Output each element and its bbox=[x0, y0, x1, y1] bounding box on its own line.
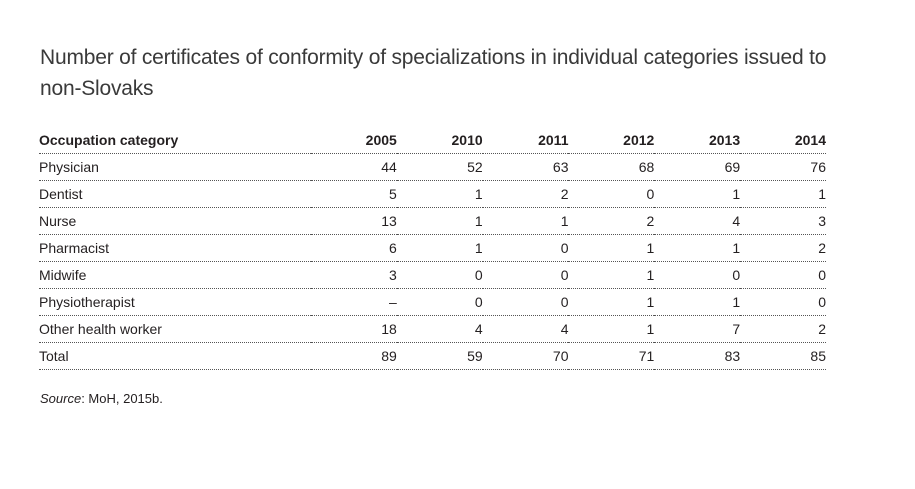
table-cell: 63 bbox=[482, 153, 569, 181]
column-header-2010: 2010 bbox=[396, 127, 483, 154]
total-cell: 89 bbox=[311, 342, 397, 370]
table-cell: 1 bbox=[740, 180, 826, 208]
column-header-2014: 2014 bbox=[740, 127, 826, 154]
row-label: Midwife bbox=[39, 261, 311, 289]
table-cell: 7 bbox=[654, 315, 741, 343]
table-cell: 0 bbox=[740, 261, 826, 289]
table-cell: 1 bbox=[568, 234, 655, 262]
table-cell: 2 bbox=[740, 234, 826, 262]
table-cell: 1 bbox=[396, 207, 483, 235]
table-cell: 68 bbox=[568, 153, 655, 181]
total-cell: 59 bbox=[396, 342, 483, 370]
total-row: Total 89 59 70 71 83 85 bbox=[39, 342, 826, 370]
column-header-2012: 2012 bbox=[568, 127, 655, 154]
table-cell: 52 bbox=[396, 153, 483, 181]
source-label: Source bbox=[40, 391, 82, 406]
table-row: Physician 44 52 63 68 69 76 bbox=[39, 153, 826, 181]
table-cell: 2 bbox=[568, 207, 655, 235]
table-cell: 1 bbox=[396, 180, 483, 208]
column-header-2011: 2011 bbox=[482, 127, 569, 154]
table-row: Physiotherapist – 0 0 1 1 0 bbox=[39, 288, 826, 316]
table-row: Pharmacist 6 1 0 1 1 2 bbox=[39, 234, 826, 262]
table-cell: 0 bbox=[740, 288, 826, 316]
table-cell: 76 bbox=[740, 153, 826, 181]
certificates-table: Occupation category 2005 2010 2011 2012 … bbox=[39, 127, 826, 370]
table-cell: 0 bbox=[396, 288, 483, 316]
total-cell: 85 bbox=[740, 342, 826, 370]
table-cell: 0 bbox=[568, 180, 655, 208]
table-cell: 6 bbox=[311, 234, 397, 262]
table-cell: – bbox=[311, 288, 397, 316]
source-note: Source: MoH, 2015b. bbox=[40, 391, 163, 406]
row-label: Dentist bbox=[39, 180, 311, 208]
table-cell: 1 bbox=[568, 288, 655, 316]
table-cell: 18 bbox=[311, 315, 397, 343]
total-cell: 71 bbox=[568, 342, 655, 370]
total-cell: 83 bbox=[654, 342, 741, 370]
total-cell: 70 bbox=[482, 342, 569, 370]
column-header-2005: 2005 bbox=[311, 127, 397, 154]
table-cell: 3 bbox=[740, 207, 826, 235]
table-header-row: Occupation category 2005 2010 2011 2012 … bbox=[39, 127, 826, 154]
table-cell: 3 bbox=[311, 261, 397, 289]
row-label: Nurse bbox=[39, 207, 311, 235]
row-label: Physiotherapist bbox=[39, 288, 311, 316]
table-cell: 4 bbox=[482, 315, 569, 343]
table-cell: 1 bbox=[482, 207, 569, 235]
table-cell: 4 bbox=[396, 315, 483, 343]
total-label: Total bbox=[39, 342, 311, 370]
table-row: Midwife 3 0 0 1 0 0 bbox=[39, 261, 826, 289]
table-cell: 4 bbox=[654, 207, 741, 235]
table-row: Dentist 5 1 2 0 1 1 bbox=[39, 180, 826, 208]
source-text: : MoH, 2015b. bbox=[81, 391, 163, 406]
table-cell: 0 bbox=[482, 234, 569, 262]
table-cell: 1 bbox=[568, 261, 655, 289]
table-cell: 0 bbox=[482, 261, 569, 289]
table-cell: 0 bbox=[482, 288, 569, 316]
table-row: Nurse 13 1 1 2 4 3 bbox=[39, 207, 826, 235]
table-cell: 0 bbox=[654, 261, 741, 289]
table-cell: 5 bbox=[311, 180, 397, 208]
table-cell: 2 bbox=[482, 180, 569, 208]
row-label: Pharmacist bbox=[39, 234, 311, 262]
table-cell: 0 bbox=[396, 261, 483, 289]
row-label: Other health worker bbox=[39, 315, 311, 343]
table-cell: 2 bbox=[740, 315, 826, 343]
table-row: Other health worker 18 4 4 1 7 2 bbox=[39, 315, 826, 343]
row-label: Physician bbox=[39, 153, 311, 181]
table-cell: 1 bbox=[568, 315, 655, 343]
column-header-occupation: Occupation category bbox=[39, 127, 311, 154]
table-cell: 44 bbox=[311, 153, 397, 181]
table-title: Number of certificates of conformity of … bbox=[40, 46, 827, 100]
table-cell: 13 bbox=[311, 207, 397, 235]
table-cell: 69 bbox=[654, 153, 741, 181]
column-header-2013: 2013 bbox=[654, 127, 741, 154]
table-cell: 1 bbox=[654, 180, 741, 208]
table-cell: 1 bbox=[654, 288, 741, 316]
table-cell: 1 bbox=[654, 234, 741, 262]
table-cell: 1 bbox=[396, 234, 483, 262]
